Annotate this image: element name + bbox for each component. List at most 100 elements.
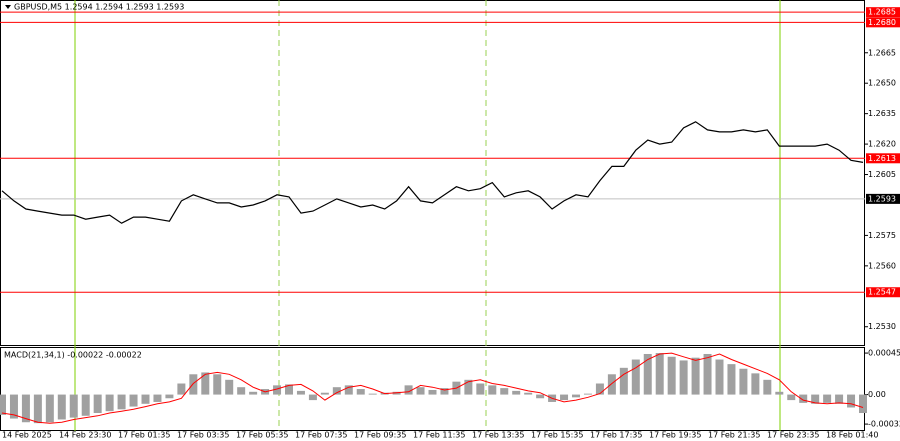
y-tick-label: 1.2635 [868,109,896,118]
macd-bar [572,394,580,398]
macd-frame [0,347,865,431]
macd-bar [500,388,509,395]
macd-bar [811,394,820,404]
macd-bar [344,385,353,395]
y-tick-label: 0.00045 [868,349,900,358]
macd-bar [536,394,545,399]
macd-bar [308,394,317,401]
macd-bar [225,379,234,395]
macd-bar [524,392,533,395]
macd-bar [655,353,664,395]
x-tick-label: 17 Feb 17:35 [590,431,642,440]
current-price-bg [866,193,900,204]
macd-bar [715,359,724,395]
macd-bar [607,374,616,395]
macd-bar [464,379,473,395]
x-tick-label: 17 Feb 07:35 [295,431,347,440]
signal-line [1,352,864,424]
y-tick-label: 1.2605 [868,170,896,179]
level-label-bg [866,287,900,298]
macd-bar [512,390,521,395]
level-label-bg [866,153,900,164]
macd-bar [69,394,78,418]
menu-arrow[interactable] [5,5,11,9]
macd-bar [320,392,329,395]
x-tick-label: 14 Feb 2025 [2,431,52,440]
macd-bar [105,394,114,412]
macd-bar [285,384,293,395]
macd-bar [153,394,162,402]
macd-bar [847,394,856,408]
x-tick-label: 17 Feb 19:35 [649,431,701,440]
macd-bar [45,394,54,423]
x-tick-label: 17 Feb 09:35 [354,431,406,440]
macd-bar [201,372,210,395]
macd-bar [9,394,18,419]
price-line [1,121,864,224]
current-price-label: 1.2593 [868,194,896,203]
level-label-bg [866,17,900,28]
x-tick-label: 17 Feb 13:35 [472,431,524,440]
x-tick-label: 14 Feb 23:30 [59,431,111,440]
macd-bar [823,394,832,403]
macd-bar [21,394,30,423]
macd-bar [93,394,102,414]
level-label: 1.2547 [868,288,896,297]
x-tick-label: 17 Feb 21:35 [708,431,760,440]
macd-bar [799,394,808,403]
x-tick-label: 17 Feb 03:35 [177,431,229,440]
y-tick-label: 1.2665 [868,48,896,57]
macd-bar [476,383,485,395]
macd-bar [787,394,796,401]
x-tick-label: 17 Feb 11:35 [413,431,465,440]
level-label: 1.2685 [868,8,896,17]
x-tick-label: 17 Feb 23:35 [767,431,819,440]
macd-bar [368,393,377,395]
macd-bar [727,364,736,395]
macd-bar [129,394,138,407]
macd-bar [488,385,497,395]
macd-bar [273,385,282,395]
y-tick-label: 1.2560 [868,261,896,270]
macd-bar [440,388,449,395]
macd-bar [117,394,126,410]
macd-bar [775,391,784,395]
macd-bar [141,394,150,404]
main-frame [0,0,865,346]
x-tick-label: 17 Feb 01:35 [118,431,170,440]
macd-bar [249,391,258,395]
y-tick-label: -0.00032 [868,420,900,429]
macd-bar [177,383,186,395]
macd-bar [703,353,712,395]
macd-bar [0,394,6,415]
y-tick-label: 1.2620 [868,140,896,149]
y-tick-label: 1.2650 [868,79,896,88]
macd-bar [679,360,688,395]
chart-title: GBPUSD,M5 1.2594 1.2594 1.2593 1.2593 [14,3,184,12]
level-label: 1.2680 [868,18,896,27]
macd-bar [691,357,700,395]
macd-bar [296,390,305,395]
macd-bar [763,379,772,395]
macd-bar [835,394,844,404]
macd-bar [619,367,628,395]
macd-bar [428,389,437,395]
macd-bar [751,373,760,395]
macd-bar [859,394,867,414]
macd-bar [643,353,652,395]
macd-bar [404,385,413,395]
macd-bar [332,387,341,395]
macd-bar [595,383,604,395]
macd-bar [560,394,569,401]
macd-bar [356,389,365,395]
macd-bar [33,394,42,424]
macd-bar [81,394,90,416]
y-tick-label: 1.2575 [868,231,896,240]
macd-bar [57,394,66,420]
macd-bar [583,393,592,395]
macd-bar [416,387,425,395]
macd-bar [667,356,676,395]
x-tick-label: 17 Feb 05:35 [236,431,288,440]
